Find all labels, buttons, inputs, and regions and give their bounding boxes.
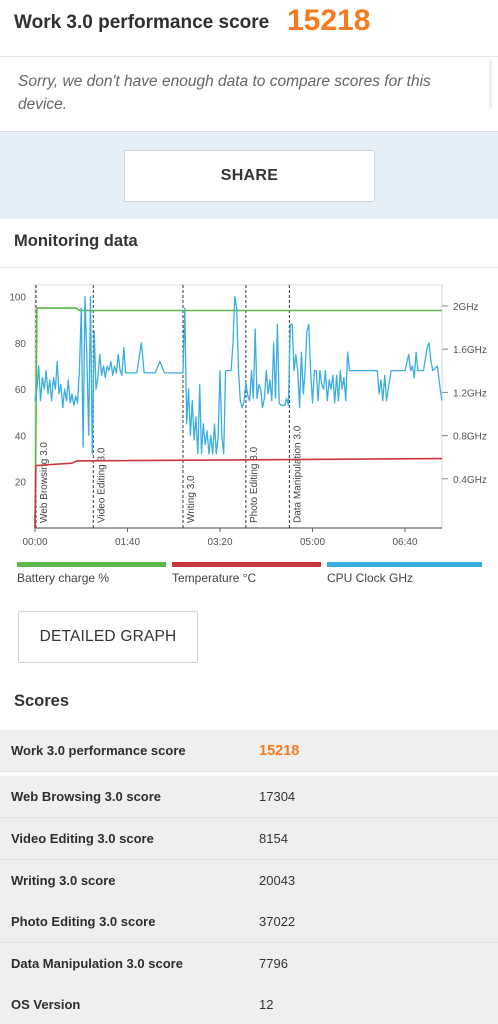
y-left-tick-label: 60	[15, 385, 27, 396]
table-row: Data Manipulation 3.0 score 7796	[0, 943, 498, 985]
table-row: Writing 3.0 score 20043	[0, 860, 498, 902]
score-value: 15218	[259, 742, 300, 759]
score-label: OS Version	[11, 997, 81, 1012]
segment-label: Video Editing 3.0	[96, 447, 107, 523]
x-tick-label: 05:00	[300, 537, 325, 548]
table-row: Video Editing 3.0 score 8154	[0, 818, 498, 860]
share-button[interactable]: SHARE	[124, 150, 375, 202]
legend-label-temperature: Temperature °C	[172, 571, 257, 585]
monitoring-chart: 20 40 60 80 100 0.4GHz 0.8GHz 1.2GHz 1.6GHz 2GHz 0…	[9, 284, 487, 548]
divider	[0, 267, 498, 268]
legend-label-cpu: CPU Clock GHz	[327, 571, 414, 585]
x-tick-label: 06:40	[392, 537, 417, 548]
score-label: Web Browsing 3.0 score	[11, 789, 162, 804]
legend-swatch-cpu	[327, 562, 482, 567]
x-tick-label: 03:20	[207, 537, 232, 548]
scores-title: Scores	[14, 692, 70, 710]
segment-label: Writing 3.0	[186, 475, 197, 523]
y-left-tick-label: 40	[15, 431, 27, 442]
legend-cpu: CPU Clock GHz	[327, 562, 482, 592]
segment-label: Photo Editing 3.0	[249, 446, 260, 523]
score-header-card: Work 3.0 performance score 15218 Sorry, …	[0, 0, 498, 132]
table-row: OS Version 12	[0, 984, 498, 1024]
score-label: Work 3.0 performance score	[11, 743, 186, 758]
score-label: Video Editing 3.0 score	[11, 831, 154, 846]
score-value: 12	[259, 997, 274, 1012]
y-left-tick-label: 80	[15, 339, 27, 350]
score-value: 37022	[259, 914, 296, 929]
score-value: 20043	[259, 873, 296, 888]
table-row: Web Browsing 3.0 score 17304	[0, 776, 498, 818]
divider	[0, 56, 498, 57]
page-title: Work 3.0 performance score	[14, 12, 270, 33]
legend-swatch-temperature	[172, 562, 321, 567]
score-label: Writing 3.0 score	[11, 873, 116, 888]
table-row: Photo Editing 3.0 score 37022	[0, 901, 498, 943]
y-right-tick-label: 1.2GHz	[453, 388, 487, 399]
overall-score: 15218	[287, 4, 371, 37]
detailed-graph-button[interactable]: DETAILED GRAPH	[18, 611, 198, 663]
segment-label: Data Manipulation 3.0	[292, 425, 303, 523]
series-line-temperature	[34, 457, 443, 529]
legend-swatch-battery	[17, 562, 166, 567]
legend-battery: Battery charge %	[17, 562, 166, 592]
score-value: 7796	[259, 956, 288, 971]
series-line-battery	[34, 307, 442, 529]
table-row: Work 3.0 performance score 15218	[0, 730, 498, 772]
series-line-cpu	[34, 295, 443, 455]
segment-label: Web Browsing 3.0	[39, 442, 50, 523]
y-left-tick-label: 100	[9, 293, 26, 304]
chart-plot-area: 20 40 60 80 100 0.4GHz 0.8GHz 1.2GHz 1.6GHz 2GHz 0…	[9, 284, 487, 548]
monitoring-title: Monitoring data	[14, 232, 138, 250]
y-left-tick-label: 20	[15, 478, 27, 489]
score-value: 8154	[259, 831, 288, 846]
legend-temperature: Temperature °C	[172, 562, 321, 592]
x-tick-label: 00:00	[22, 537, 47, 548]
y-right-tick-label: 1.6GHz	[453, 345, 487, 356]
y-right-tick-label: 2GHz	[453, 302, 479, 313]
x-tick-label: 01:40	[115, 537, 140, 548]
y-right-tick-label: 0.8GHz	[453, 432, 487, 443]
score-label: Data Manipulation 3.0 score	[11, 956, 183, 971]
compare-note: Sorry, we don't have enough data to comp…	[18, 73, 431, 113]
score-value: 17304	[259, 789, 296, 804]
y-right-tick-label: 0.4GHz	[453, 475, 487, 486]
scroll-indicator	[489, 60, 492, 108]
score-label: Photo Editing 3.0 score	[11, 914, 156, 929]
legend-label-battery: Battery charge %	[17, 571, 110, 585]
